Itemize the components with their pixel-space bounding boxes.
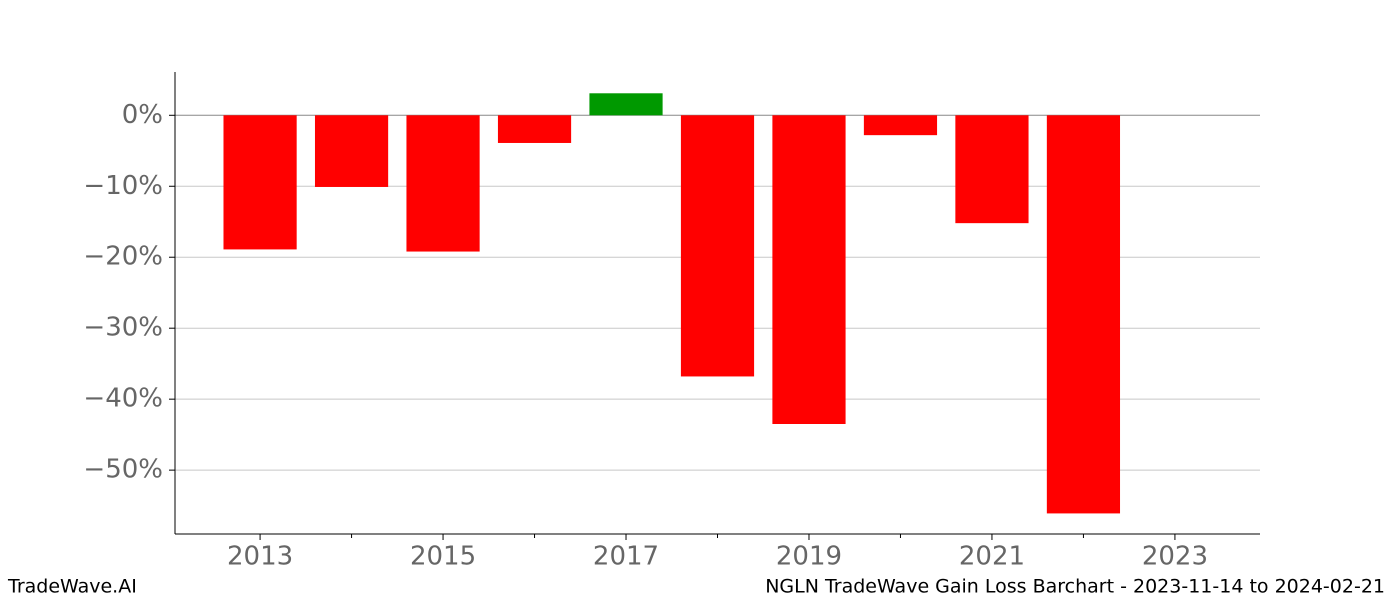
bar xyxy=(955,115,1029,224)
bar xyxy=(223,115,297,250)
bar xyxy=(680,115,755,377)
bar xyxy=(589,93,663,116)
bar xyxy=(772,115,846,425)
y-tick-label: −40% xyxy=(83,384,163,414)
bar xyxy=(497,115,572,143)
watermark: TradeWave.AI xyxy=(7,576,137,598)
y-tick-label: −10% xyxy=(83,171,163,201)
y-tick-label: −50% xyxy=(83,455,163,485)
x-tick-label: 2023 xyxy=(1142,542,1208,572)
x-tick-label: 2015 xyxy=(410,542,476,572)
chart-title: NGLN TradeWave Gain Loss Barchart - 2023… xyxy=(765,576,1385,598)
y-tick-label: 0% xyxy=(122,100,163,130)
bar xyxy=(406,115,480,252)
bar xyxy=(314,115,389,187)
bar xyxy=(863,115,938,136)
x-tick-label: 2019 xyxy=(776,542,842,572)
y-tick-label: −20% xyxy=(83,242,163,272)
x-tick-label: 2021 xyxy=(959,542,1025,572)
bar xyxy=(1046,115,1121,514)
x-tick-label: 2013 xyxy=(227,542,293,572)
y-tick-label: −30% xyxy=(83,313,163,343)
x-tick-label: 2017 xyxy=(593,542,659,572)
